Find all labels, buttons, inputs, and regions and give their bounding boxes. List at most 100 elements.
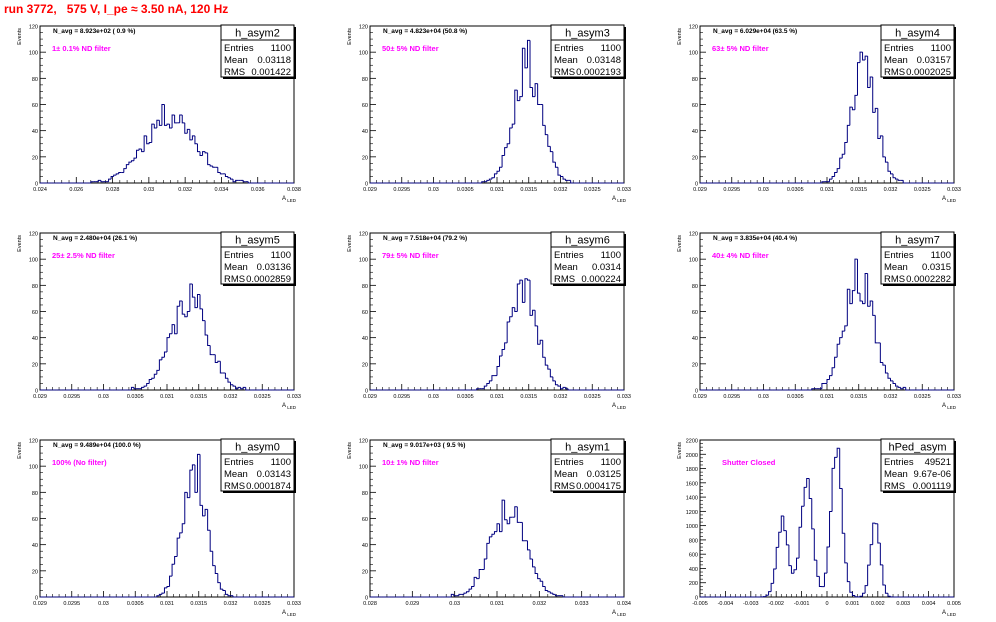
histogram-bin: [209, 345, 213, 356]
histogram-bin: [486, 542, 490, 560]
stats-hist-name: h_asym2: [235, 28, 280, 40]
histogram-bin: [235, 179, 239, 182]
y-tick-label: 60: [692, 103, 698, 109]
histogram-bin: [202, 308, 206, 322]
stats-hist-name: h_asym6: [565, 235, 610, 247]
y-axis-title: Events: [17, 28, 23, 45]
histogram-bin: [196, 453, 201, 493]
histogram-bin: [780, 515, 784, 533]
stats-value-mean: 9.67e-06: [913, 469, 951, 480]
histogram-bin: [483, 385, 487, 389]
y-axis-title: Events: [677, 28, 683, 45]
stats-label-rms: RMS: [884, 67, 905, 78]
histogram-bin: [123, 168, 127, 173]
histogram-bin: [846, 124, 850, 143]
histogram-bin: [516, 506, 520, 523]
histogram-bin: [161, 356, 165, 360]
histogram-bin: [539, 339, 543, 345]
histogram-bin: [849, 106, 853, 126]
histogram-bin: [841, 488, 845, 534]
x-tick-label: 0.033: [575, 601, 589, 607]
y-tick-label: 20: [362, 569, 368, 575]
y-tick-label: 20: [362, 155, 368, 161]
histogram-bin: [501, 499, 505, 532]
histogram-bin: [232, 384, 236, 387]
histogram-bin: [895, 177, 899, 180]
histogram-bin: [227, 378, 231, 383]
y-tick-label: 80: [362, 77, 368, 83]
histogram-bin: [181, 523, 185, 533]
x-tick-label: 0.029: [693, 187, 707, 193]
histogram-bin: [521, 280, 525, 303]
x-tick-label: 0.033: [287, 601, 301, 607]
histogram-bin: [529, 549, 533, 560]
histogram-bin: [169, 575, 173, 587]
x-tick-label: 0.033: [287, 394, 301, 400]
histogram-bin: [867, 564, 871, 586]
x-tick-label: 0.0325: [914, 187, 931, 193]
histogram-bin: [501, 155, 505, 168]
histogram-bin: [532, 87, 536, 98]
y-axis-title: Events: [677, 235, 683, 252]
x-tick-label: 0.024: [33, 187, 47, 193]
histogram-bin: [902, 386, 906, 389]
stats-label-mean: Mean: [554, 55, 578, 66]
histogram-bin: [818, 576, 822, 588]
stats-box: hPed_asym Entries 49521 Mean 9.67e-06 RMS 0.00…: [880, 438, 956, 493]
histogram-bin: [869, 544, 873, 566]
y-tick-label: 80: [362, 284, 368, 290]
histogram-bin: [869, 76, 873, 88]
x-tick-label: 0.0295: [63, 601, 80, 607]
y-tick-label: 100: [29, 258, 38, 264]
y-tick-label: 120: [359, 439, 368, 445]
stats-label-entries: Entries: [554, 250, 584, 261]
stats-value-entries: 1100: [931, 250, 951, 261]
stats-label-rms: RMS: [554, 274, 575, 285]
histogram-bin: [100, 180, 104, 183]
histogram-bin: [529, 280, 533, 316]
histogram-bin: [796, 557, 800, 570]
histogram-bin: [823, 572, 827, 587]
stats-label-entries: Entries: [224, 457, 254, 468]
stats-label-rms: RMS: [884, 274, 905, 285]
histogram-bin: [514, 506, 518, 518]
x-tick-label: 0.029: [405, 601, 419, 607]
y-tick-label: 20: [692, 155, 698, 161]
stats-value-entries: 1100: [271, 457, 291, 468]
histogram-bin: [476, 388, 480, 390]
histogram-bin: [877, 108, 881, 140]
y-tick-label: 60: [362, 103, 368, 109]
panel-h_asym3: 0 20 40 60 80 100 120 0.029 0.0295 0.03 0.0305 0.03…: [347, 24, 631, 203]
stats-box-frame: [550, 438, 625, 492]
histogram-bin: [557, 384, 561, 387]
x-tick-label: 0.005: [947, 601, 961, 607]
histogram-bin: [864, 585, 868, 594]
histogram-bin: [862, 301, 866, 305]
histogram-bin: [884, 156, 888, 163]
y-tick-label: 100: [359, 258, 368, 264]
histogram-bin: [499, 523, 503, 533]
histogram-bin: [844, 533, 848, 564]
x-tick-label: 0: [825, 601, 828, 607]
histogram-bin: [562, 386, 566, 389]
stats-value-mean: 0.03148: [587, 55, 621, 66]
histogram-bin: [166, 337, 170, 353]
stats-box-frame: [220, 24, 295, 78]
histogram-bin: [473, 576, 477, 587]
histogram-bin: [514, 89, 518, 125]
stats-value-rms: 0.0004175: [576, 481, 621, 492]
x-tick-label: 0.031: [820, 394, 834, 400]
stats-label-entries: Entries: [884, 457, 914, 468]
y-tick-label: 2000: [686, 453, 698, 459]
histogram-bin: [450, 593, 454, 597]
x-tick-label: 0.031: [490, 187, 504, 193]
histogram-bin: [235, 386, 239, 390]
histogram-bin: [153, 373, 157, 379]
filter-annotation: 79± 5% ND filter: [382, 251, 439, 260]
histogram-bin: [166, 123, 170, 126]
histogram-bin: [884, 365, 888, 374]
histogram-bin: [113, 174, 117, 177]
histogram-bin: [562, 595, 566, 598]
histogram-bin: [156, 119, 160, 129]
histogram-bin: [831, 175, 835, 180]
